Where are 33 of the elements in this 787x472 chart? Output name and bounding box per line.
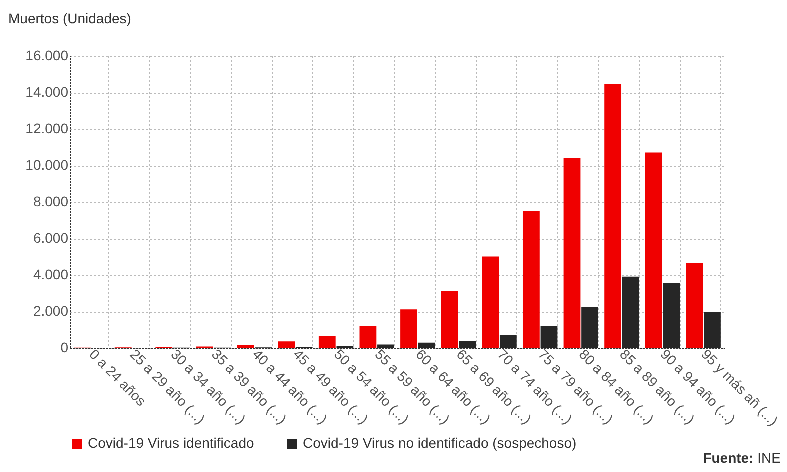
- y-tick-label: 14.000: [26, 84, 69, 100]
- bar: [704, 312, 721, 348]
- y-tick-label: 10.000: [26, 157, 69, 173]
- legend-label: Covid-19 Virus no identificado (sospechoso): [303, 435, 577, 451]
- bar: [522, 211, 540, 348]
- y-tick-label: 8.000: [33, 194, 69, 210]
- bar: [500, 335, 517, 348]
- legend-label: Covid-19 Virus identificado: [88, 435, 254, 451]
- y-tick-label: 12.000: [26, 120, 69, 136]
- source-note: Fuente: INE: [703, 450, 781, 466]
- bar: [360, 326, 377, 348]
- bar: [622, 276, 640, 348]
- bar: [482, 256, 500, 348]
- bar: [400, 310, 418, 348]
- bar: [318, 336, 336, 348]
- bar: [564, 158, 581, 348]
- bar: [459, 341, 476, 348]
- bar: [378, 344, 394, 348]
- bar: [645, 152, 662, 348]
- bar: [686, 263, 704, 348]
- bar: [278, 342, 296, 348]
- y-axis-title: Muertos (Unidades): [8, 10, 132, 26]
- bar: [418, 342, 436, 348]
- y-tick-label: 6.000: [33, 230, 69, 246]
- bar: [663, 283, 680, 348]
- bar: [540, 326, 558, 348]
- y-tick-label: 16.000: [26, 48, 69, 64]
- y-tick-label: 0: [60, 340, 69, 356]
- y-tick-label: 2.000: [33, 303, 69, 319]
- bar: [604, 84, 622, 348]
- bar: [582, 306, 598, 348]
- bar: [441, 291, 458, 348]
- y-tick-label: 4.000: [33, 266, 69, 282]
